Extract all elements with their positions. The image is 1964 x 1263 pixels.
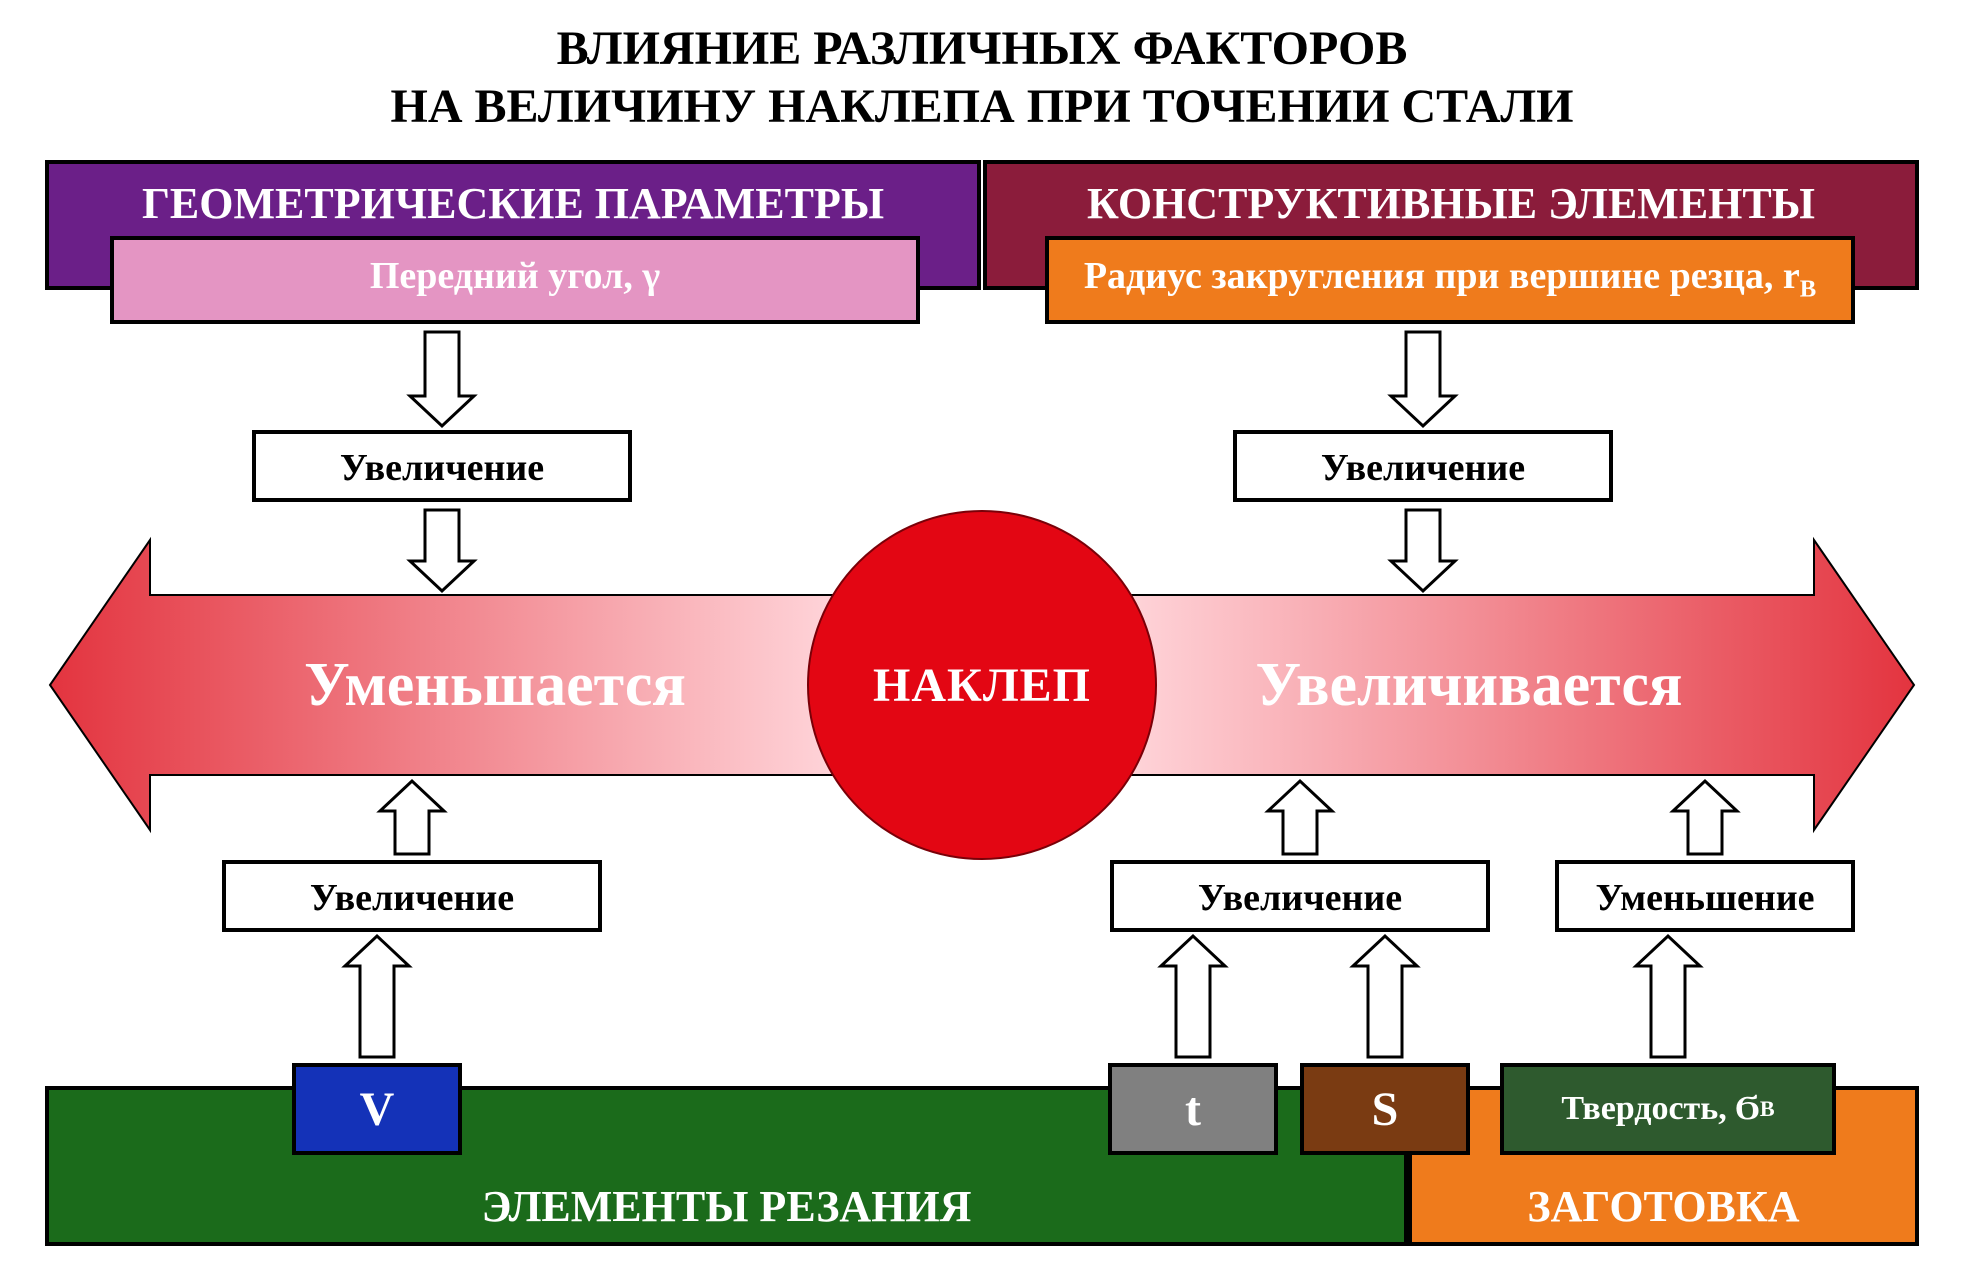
factor-v-label: V (360, 1082, 395, 1137)
factor-h-label: Твердость, Ϭ (1561, 1090, 1760, 1128)
action-decrease-bottom-right: Уменьшение (1555, 860, 1855, 932)
factor-h-sub: В (1760, 1096, 1775, 1122)
factor-s-label: S (1372, 1082, 1399, 1137)
bottom-orange-label: ЗАГОТОВКА (1527, 1181, 1799, 1232)
center-label: НАКЛЕП (873, 658, 1091, 713)
effect-increases-label: Увеличивается (1124, 595, 1814, 775)
factor-depth: t (1108, 1063, 1278, 1155)
bottom-green-label: ЭЛЕМЕНТЫ РЕЗАНИЯ (482, 1181, 972, 1232)
action-increase-bottom-left: Увеличение (222, 860, 602, 932)
factor-feed: S (1300, 1063, 1470, 1155)
action-label: Увеличение (310, 877, 514, 919)
factor-velocity: V (292, 1063, 462, 1155)
action-label: Уменьшение (1595, 877, 1814, 919)
center-circle-naklep: НАКЛЕП (807, 510, 1157, 860)
action-increase-bottom-mid: Увеличение (1110, 860, 1490, 932)
factor-hardness: Твердость, ϬВ (1500, 1063, 1836, 1155)
factor-t-label: t (1185, 1082, 1201, 1137)
effect-decreases-label: Уменьшается (150, 595, 840, 775)
action-label: Увеличение (1198, 877, 1402, 919)
